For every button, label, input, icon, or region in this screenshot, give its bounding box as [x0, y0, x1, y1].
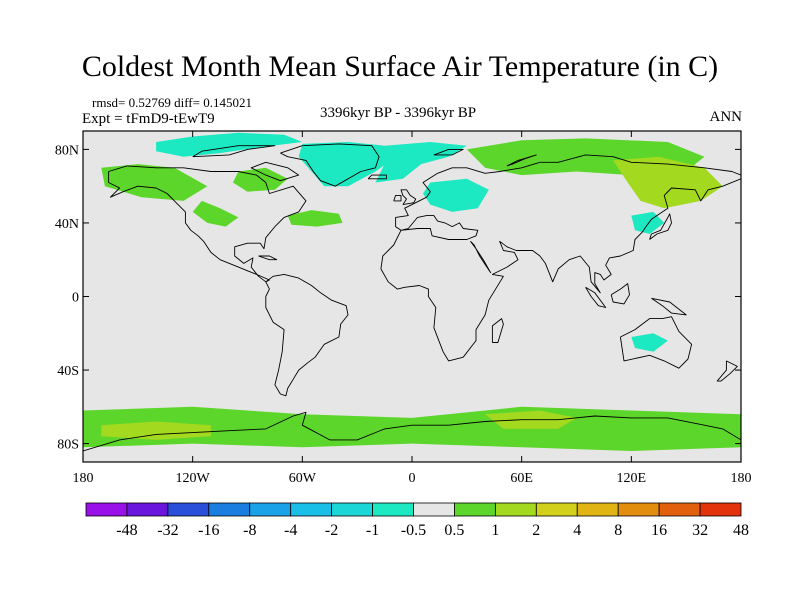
- coast-uk: [400, 189, 417, 206]
- coast-madagascar: [491, 318, 504, 343]
- coast-svalbard: [433, 148, 464, 156]
- coast-south-america: [265, 273, 349, 397]
- colorbar-label: -1: [366, 522, 379, 539]
- colorbar-swatch: [208, 502, 251, 517]
- colorbar-swatch: [167, 502, 210, 517]
- colorbar-swatch: [699, 502, 742, 517]
- colorbar-label: 4: [573, 522, 581, 539]
- colorbar-swatch: [658, 502, 701, 517]
- lon-tick-label: 180: [73, 471, 94, 486]
- colorbar-label: 32: [692, 522, 708, 539]
- colorbar-label: -0.5: [401, 522, 426, 539]
- colorbar-swatch: [454, 502, 496, 517]
- region-namerica-warm: [192, 200, 239, 227]
- colorbar-label: 48: [733, 522, 749, 539]
- coast-japan: [649, 213, 672, 240]
- coast-arctic-islands: [192, 145, 276, 158]
- axis-ticks: 80N 40N 0 40S 80S 180 120W 60W 0 60E 120E 180: [55, 131, 752, 486]
- region-ross-sea-warm: [101, 421, 211, 440]
- region-australia-cool: [631, 333, 668, 352]
- coast-novaya-zemlya: [506, 154, 537, 167]
- period-label: 3396kyr BP - 3396kyr BP: [320, 105, 477, 121]
- coast-mediterranean: [400, 215, 479, 240]
- coast-baffin: [250, 161, 300, 182]
- coast-sumatra: [585, 286, 607, 308]
- stats-label: rmsd= 0.52769 diff= 0.145021: [92, 95, 252, 110]
- region-europe-cool: [423, 178, 489, 212]
- colorbar-label: -16: [198, 522, 219, 539]
- coast-greenland: [280, 143, 380, 187]
- coast-iceland: [367, 174, 387, 180]
- coast-north-america: [108, 165, 307, 283]
- region-asia-cool: [631, 211, 665, 234]
- lat-tick-label: 40N: [55, 217, 79, 232]
- season-label: ANN: [709, 109, 743, 125]
- lon-tick-label: 0: [409, 471, 416, 486]
- region-siberia-warm: [613, 156, 723, 209]
- map-title: Coldest Month Mean Surface Air Temperatu…: [81, 50, 719, 83]
- coast-ireland: [393, 194, 402, 202]
- lon-tick-label: 180: [731, 471, 752, 486]
- coast-borneo: [610, 283, 630, 305]
- colorbar-swatch: [85, 502, 128, 517]
- colorbar: -48 -32 -16 -8 -4 -2 -1 -0.5 0.5 1 2 4 8 16 32 48: [85, 502, 749, 539]
- colorbar-label: 16: [651, 522, 667, 539]
- colorbar-swatch: [331, 502, 373, 517]
- region-pacific-warm-north: [101, 164, 208, 201]
- colorbar-swatch: [535, 502, 578, 517]
- lon-tick-label: 60E: [510, 471, 533, 486]
- colorbar-swatch: [413, 502, 455, 517]
- colorbar-label: 1: [491, 522, 499, 539]
- colorbar-swatch: [372, 502, 414, 517]
- colorbar-swatch: [617, 502, 660, 517]
- colorbar-label: 8: [614, 522, 622, 539]
- colorbar-label: -8: [243, 522, 256, 539]
- lat-tick-label: 40S: [57, 364, 79, 379]
- region-arctic-canada-cool: [156, 132, 303, 157]
- lon-tick-label: 120E: [617, 471, 647, 486]
- region-atlantic-cool: [375, 142, 467, 183]
- colorbar-swatch: [249, 502, 292, 517]
- colorbar-swatch: [494, 502, 537, 517]
- coast-africa-eurasia: [380, 154, 741, 362]
- coast-cuba: [258, 255, 278, 261]
- lon-tick-label: 60W: [289, 471, 317, 486]
- colorbar-label: -2: [325, 522, 338, 539]
- coast-australia: [619, 316, 693, 369]
- colorbar-label: 0.5: [444, 522, 464, 539]
- colorbar-label: 2: [532, 522, 540, 539]
- lat-tick-label: 80N: [55, 143, 79, 158]
- coast-red-sea: [470, 240, 492, 274]
- region-atlantic-warm: [287, 210, 343, 227]
- region-greenland-cool: [298, 142, 394, 187]
- experiment-label: Expt = tFmD9-tEwT9: [82, 111, 215, 127]
- coastlines: [83, 143, 741, 462]
- colorbar-label: -48: [116, 522, 137, 539]
- coast-antarctica: [83, 411, 741, 462]
- lon-tick-label: 120W: [176, 471, 211, 486]
- colorbar-label: -32: [157, 522, 178, 539]
- colorbar-label: -4: [284, 522, 297, 539]
- colorbar-swatch: [576, 502, 619, 517]
- colorbar-swatch: [290, 502, 333, 517]
- colorbar-swatch: [126, 502, 169, 517]
- region-hudson-warm: [232, 167, 288, 192]
- coast-new-zealand: [716, 360, 738, 382]
- lat-tick-label: 0: [72, 291, 79, 306]
- coast-new-guinea: [651, 297, 687, 316]
- lat-tick-label: 80S: [57, 438, 79, 453]
